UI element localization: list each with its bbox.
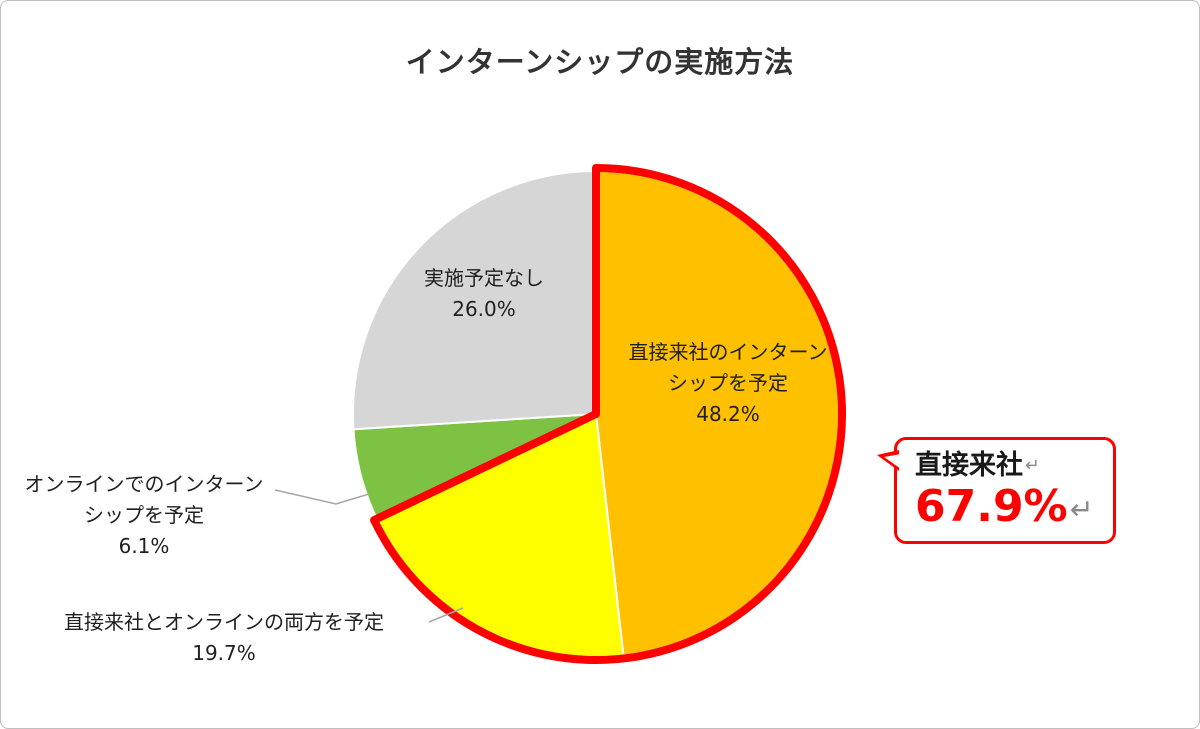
chart-title: インターンシップの実施方法 — [405, 45, 795, 79]
callout-value: 67.9%↵ — [915, 481, 1094, 533]
slice-label-green: オンラインでのインターンシップを予定 6.1% — [15, 469, 273, 562]
return-mark-icon: ↵ — [1069, 491, 1094, 526]
slice-label-orange: 直接来社のインターンシップを予定 48.2% — [619, 337, 837, 430]
leader-line-yellow — [428, 607, 464, 623]
slice-label-gray: 実施予定なし 26.0% — [399, 263, 569, 325]
return-mark-icon: ↵ — [1025, 455, 1040, 476]
highlight-outline — [370, 164, 846, 664]
slice-label-text: 直接来社のインターンシップを予定 — [628, 340, 828, 395]
callout-category: 直接来社 ↵ — [915, 450, 1040, 481]
slice-label-text: 直接来社とオンラインの両方を予定 — [64, 610, 384, 634]
slice-label-pct: 19.7% — [192, 641, 256, 665]
slice-label-pct: 6.1% — [118, 534, 170, 558]
slice-label-yellow: 直接来社とオンラインの両方を予定 19.7% — [15, 607, 433, 669]
slice-label-text: オンラインでのインターンシップを予定 — [24, 472, 264, 527]
slice-label-text: 実施予定なし — [424, 266, 544, 290]
slice-label-pct: 48.2% — [696, 402, 760, 426]
leader-line-green — [274, 489, 370, 505]
highlight-callout: 直接来社 ↵ 67.9%↵ — [877, 437, 1116, 544]
slice-label-pct: 26.0% — [452, 297, 516, 321]
pie-slice-3 — [352, 169, 597, 431]
